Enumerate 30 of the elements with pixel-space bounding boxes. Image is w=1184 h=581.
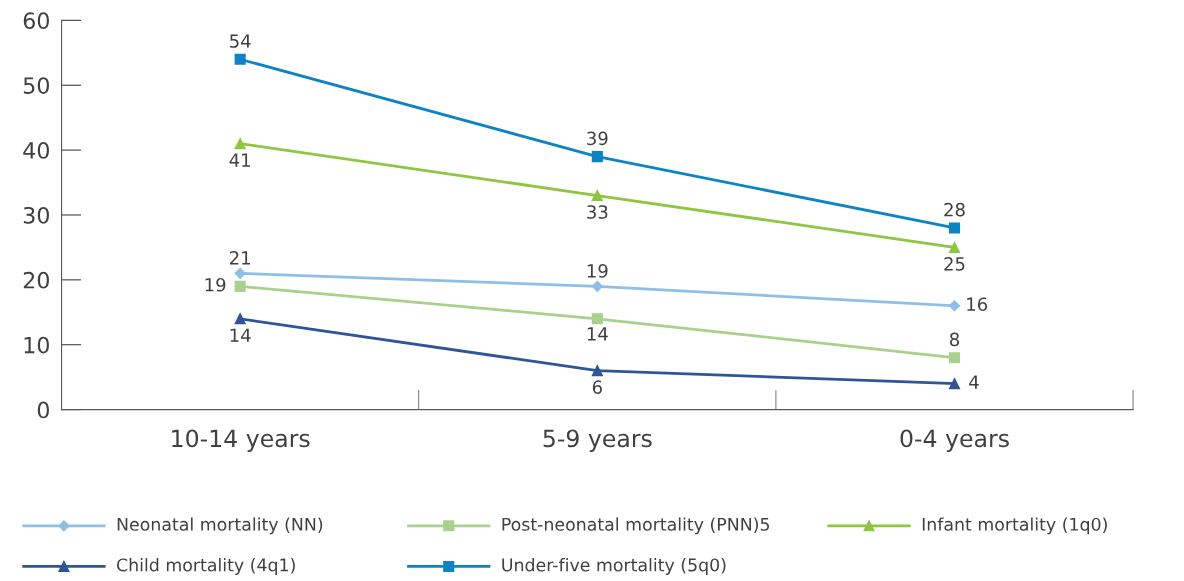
- data-label: 39: [587, 131, 608, 146]
- data-label: 16: [967, 297, 988, 312]
- x-tick-label: 5-9 years: [543, 429, 652, 452]
- y-tick-label: 60: [23, 12, 49, 30]
- data-label: 25: [944, 257, 965, 271]
- data-label: 14: [587, 327, 608, 341]
- legend-label: Infant mortality (1q0): [922, 517, 1107, 535]
- x-tick-label: 10-14 years: [172, 429, 310, 452]
- legend-label: Neonatal mortality (NN): [117, 517, 323, 535]
- data-label: 14: [230, 328, 251, 342]
- legend-label: Child mortality (4q1): [117, 558, 295, 575]
- data-label: 21: [229, 251, 250, 265]
- y-tick-label: 10: [24, 336, 49, 354]
- data-label: 6: [592, 380, 602, 394]
- data-label: 28: [944, 202, 965, 217]
- y-tick-label: 30: [23, 206, 49, 224]
- data-label: 19: [205, 277, 226, 292]
- y-tick-label: 20: [23, 271, 49, 289]
- data-label: 54: [230, 34, 251, 48]
- y-tick-label: 50: [23, 77, 49, 94]
- data-label: 19: [587, 264, 608, 278]
- data-label: 33: [587, 205, 608, 219]
- data-label: 41: [229, 153, 250, 167]
- y-tick-label: 40: [23, 142, 49, 159]
- x-tick-label: 0-4 years: [900, 429, 1009, 452]
- y-tick-label: 0: [37, 401, 49, 419]
- legend-label: Under-five mortality (5q0): [502, 558, 726, 575]
- legend-label: Post-neonatal mortality (PNN)5: [502, 517, 770, 535]
- data-label: 4: [969, 375, 979, 389]
- data-label: 8: [949, 332, 960, 347]
